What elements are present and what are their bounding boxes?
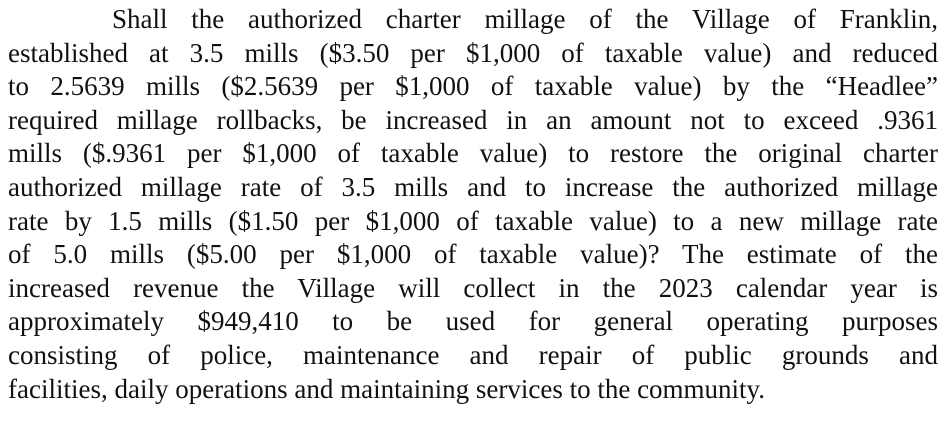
text-line: consisting of police, maintenance and re… bbox=[8, 339, 938, 370]
paragraph: Shall the authorized charter millage of … bbox=[8, 3, 938, 406]
text-line: increased revenue the Village will colle… bbox=[8, 272, 938, 303]
text-line: rate by 1.5 mills ($1.50 per $1,000 of t… bbox=[8, 205, 938, 236]
text-line: authorized millage rate of 3.5 mills and… bbox=[8, 171, 938, 202]
text-line: facilities, daily operations and maintai… bbox=[8, 373, 766, 404]
text-line: Shall the authorized charter millage of … bbox=[112, 4, 938, 34]
text-line: to 2.5639 mills ($2.5639 per $1,000 of t… bbox=[8, 71, 938, 102]
text-line: of 5.0 mills ($5.00 per $1,000 of taxabl… bbox=[8, 239, 938, 270]
text-line: approximately $949,410 to be used for ge… bbox=[8, 306, 938, 337]
text-line: mills ($.9361 per $1,000 of taxable valu… bbox=[8, 138, 938, 169]
text-line: established at 3.5 mills ($3.50 per $1,0… bbox=[8, 37, 938, 68]
text-line: required millage rollbacks, be increased… bbox=[8, 104, 938, 135]
